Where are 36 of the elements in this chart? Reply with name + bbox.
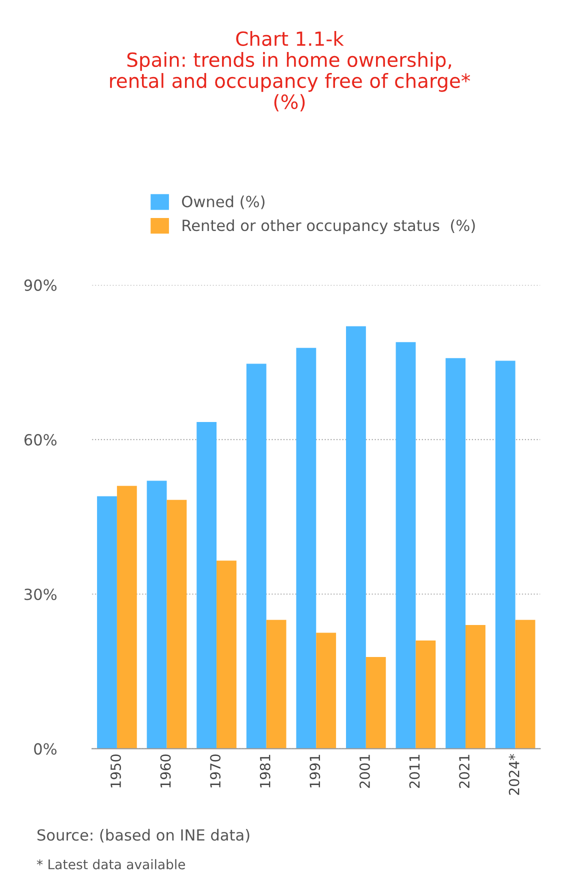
bar bbox=[396, 342, 416, 749]
legend-label: Rented or other occupancy status (%) bbox=[182, 219, 475, 234]
legend-label: Owned (%) bbox=[182, 196, 264, 210]
y-tick-label: 90% bbox=[24, 279, 56, 291]
x-tick-label: 1950 bbox=[110, 754, 121, 788]
bar bbox=[246, 364, 266, 749]
y-tick-label: 0% bbox=[34, 743, 56, 755]
x-tick-label: 2021 bbox=[459, 754, 470, 788]
y-tick-label: 60% bbox=[24, 434, 56, 446]
x-tick-label: 1991 bbox=[310, 754, 320, 788]
bar bbox=[515, 620, 536, 749]
bar bbox=[446, 358, 466, 749]
bar bbox=[316, 632, 336, 749]
bar bbox=[495, 360, 516, 749]
x-tick-label: 2001 bbox=[359, 754, 370, 788]
bar bbox=[216, 560, 236, 749]
y-tick-label: 30% bbox=[24, 588, 56, 600]
bar bbox=[266, 620, 286, 749]
chart-title: Chart 1.1-k Spain: trends in home ownership, rental and occupancy free of charge* (%) bbox=[110, 30, 470, 112]
x-tick-label: 1981 bbox=[260, 754, 270, 788]
bar bbox=[116, 486, 137, 749]
x-tick-label: 1960 bbox=[160, 754, 171, 788]
bar bbox=[366, 656, 386, 749]
text: * Latest data available bbox=[36, 859, 186, 870]
bar bbox=[166, 500, 187, 749]
bar bbox=[416, 640, 436, 749]
source-note: Source: (based on INE data) bbox=[37, 828, 250, 843]
x-tick-label: 1970 bbox=[210, 754, 221, 788]
x-tick-label: 2011 bbox=[409, 754, 420, 788]
bar bbox=[97, 496, 117, 749]
bar bbox=[296, 348, 316, 749]
x-tick-label: 2024* bbox=[508, 754, 520, 795]
bar bbox=[146, 480, 167, 749]
bar bbox=[346, 326, 366, 749]
bar bbox=[196, 422, 217, 749]
bar bbox=[466, 625, 486, 749]
